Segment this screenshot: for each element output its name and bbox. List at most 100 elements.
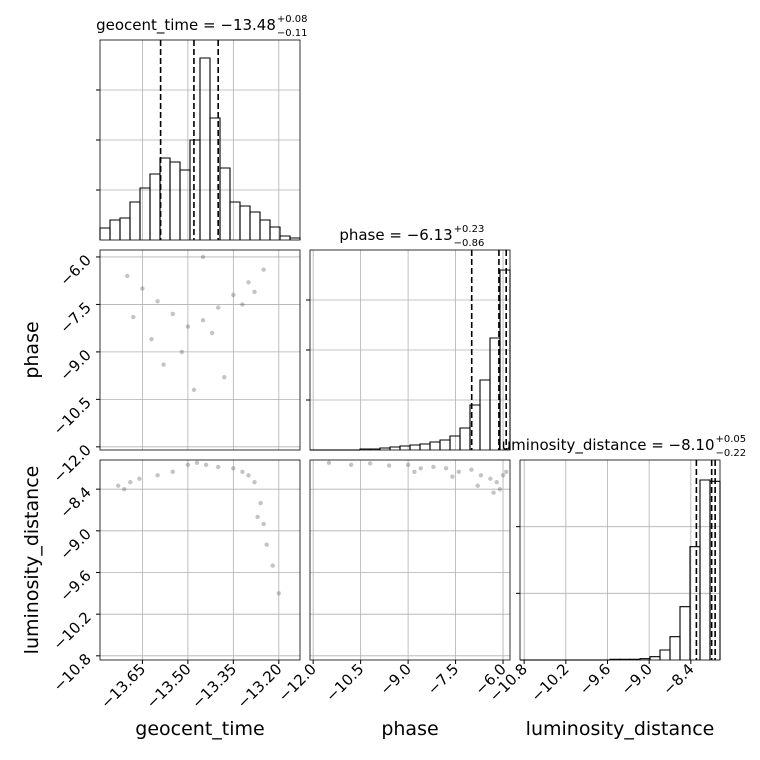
sample-point (194, 460, 200, 465)
histogram-bar (269, 226, 281, 240)
histogram-bar (479, 379, 491, 450)
sample-point (261, 521, 266, 527)
title-sub: −0.22 (716, 448, 747, 459)
sample-point (215, 305, 221, 310)
histogram-bar (439, 439, 451, 450)
sample-point (140, 286, 145, 291)
y-tick-label: −8.4 (56, 483, 94, 521)
x-tick-label: −10.2 (527, 660, 572, 705)
histogram-bar (249, 211, 261, 240)
sample-point (264, 542, 269, 547)
histogram-bar (659, 649, 671, 660)
x-tick-label: −13.20 (234, 660, 286, 712)
panel-frame (309, 459, 511, 661)
sample-point (149, 337, 154, 342)
sample-point (270, 563, 275, 568)
sample-point (255, 514, 260, 520)
histogram-bar (159, 157, 171, 240)
sample-point (500, 473, 506, 478)
histogram-bar (679, 606, 691, 660)
histogram-bar (199, 57, 211, 240)
panel-frame (99, 249, 301, 451)
panel-title: phase = −6.13 (339, 226, 452, 244)
y-tick-label: −10.2 (50, 608, 95, 653)
sample-point (276, 591, 281, 596)
y-axis-label: luminosity_distance (21, 466, 43, 655)
sample-point (170, 311, 175, 317)
sample-point (494, 480, 499, 485)
y-tick-label: −9.6 (56, 567, 94, 605)
sample-point (348, 462, 354, 468)
histogram-bar (169, 161, 181, 240)
title-sup: +0.23 (454, 224, 485, 235)
sample-point (222, 375, 227, 380)
sample-point (137, 476, 142, 481)
sample-point (215, 464, 221, 470)
title-sup: +0.05 (716, 434, 747, 445)
x-tick-label: −13.35 (188, 660, 240, 712)
panel-frame (99, 459, 301, 661)
sample-point (240, 302, 245, 307)
title-sub: −0.86 (454, 238, 485, 249)
title-sup: +0.08 (277, 14, 308, 25)
y-tick-label: −9.0 (56, 525, 94, 563)
sample-point (412, 469, 417, 475)
panel-title: luminosity_distance = −8.10 (497, 436, 714, 455)
y-tick-label: −12.0 (50, 441, 95, 486)
histogram-bar (279, 235, 291, 240)
histogram-bar (499, 269, 511, 450)
sample-point (122, 486, 127, 492)
sample-point (252, 480, 257, 485)
sample-point (491, 490, 496, 495)
histogram-bar (699, 479, 711, 660)
y-tick-label: −10.8 (50, 650, 95, 695)
sample-point (497, 486, 503, 492)
sample-point (125, 273, 130, 279)
sample-point (231, 466, 236, 471)
sample-point (185, 462, 191, 468)
sample-point (504, 469, 509, 475)
x-tick-label: −13.65 (97, 660, 149, 712)
sample-point (478, 473, 484, 478)
sample-point (191, 387, 197, 393)
sample-point (240, 469, 245, 475)
x-tick-label: −10.5 (322, 660, 367, 705)
panel-frame (519, 459, 721, 661)
histogram-bar (179, 169, 191, 240)
histogram-bar (459, 427, 471, 450)
histogram-bar (99, 227, 111, 240)
y-tick-label: −9.0 (56, 346, 94, 384)
x-tick-label: −9.0 (376, 660, 414, 698)
sample-point (469, 467, 474, 472)
sample-point (179, 349, 185, 355)
sample-point (456, 469, 461, 475)
sample-point (155, 299, 160, 304)
x-tick-label: −13.50 (143, 660, 195, 712)
sample-point (161, 362, 166, 367)
x-tick-label: −7.5 (424, 660, 462, 698)
panel-title: geocent_time = −13.48 (96, 16, 276, 35)
y-axis-label: phase (21, 321, 43, 378)
sample-point (200, 254, 206, 260)
histogram-bar (389, 446, 401, 450)
histogram-bar (239, 205, 251, 240)
sample-point (475, 483, 480, 488)
histogram-bar (689, 546, 701, 660)
histogram-bar (409, 444, 421, 450)
sample-point (246, 280, 251, 285)
sample-point (450, 474, 455, 479)
histogram-bar (119, 217, 131, 240)
histogram-bar (419, 443, 431, 450)
sample-point (131, 314, 136, 320)
sample-point (246, 473, 251, 478)
sample-point (155, 473, 160, 478)
sample-point (115, 483, 121, 488)
sample-point (431, 464, 436, 470)
histogram-bar (129, 201, 141, 240)
sample-point (128, 480, 133, 485)
sample-point (326, 460, 332, 465)
x-tick-label: −9.6 (576, 660, 614, 698)
sample-point (405, 462, 411, 468)
sample-point (209, 330, 215, 336)
